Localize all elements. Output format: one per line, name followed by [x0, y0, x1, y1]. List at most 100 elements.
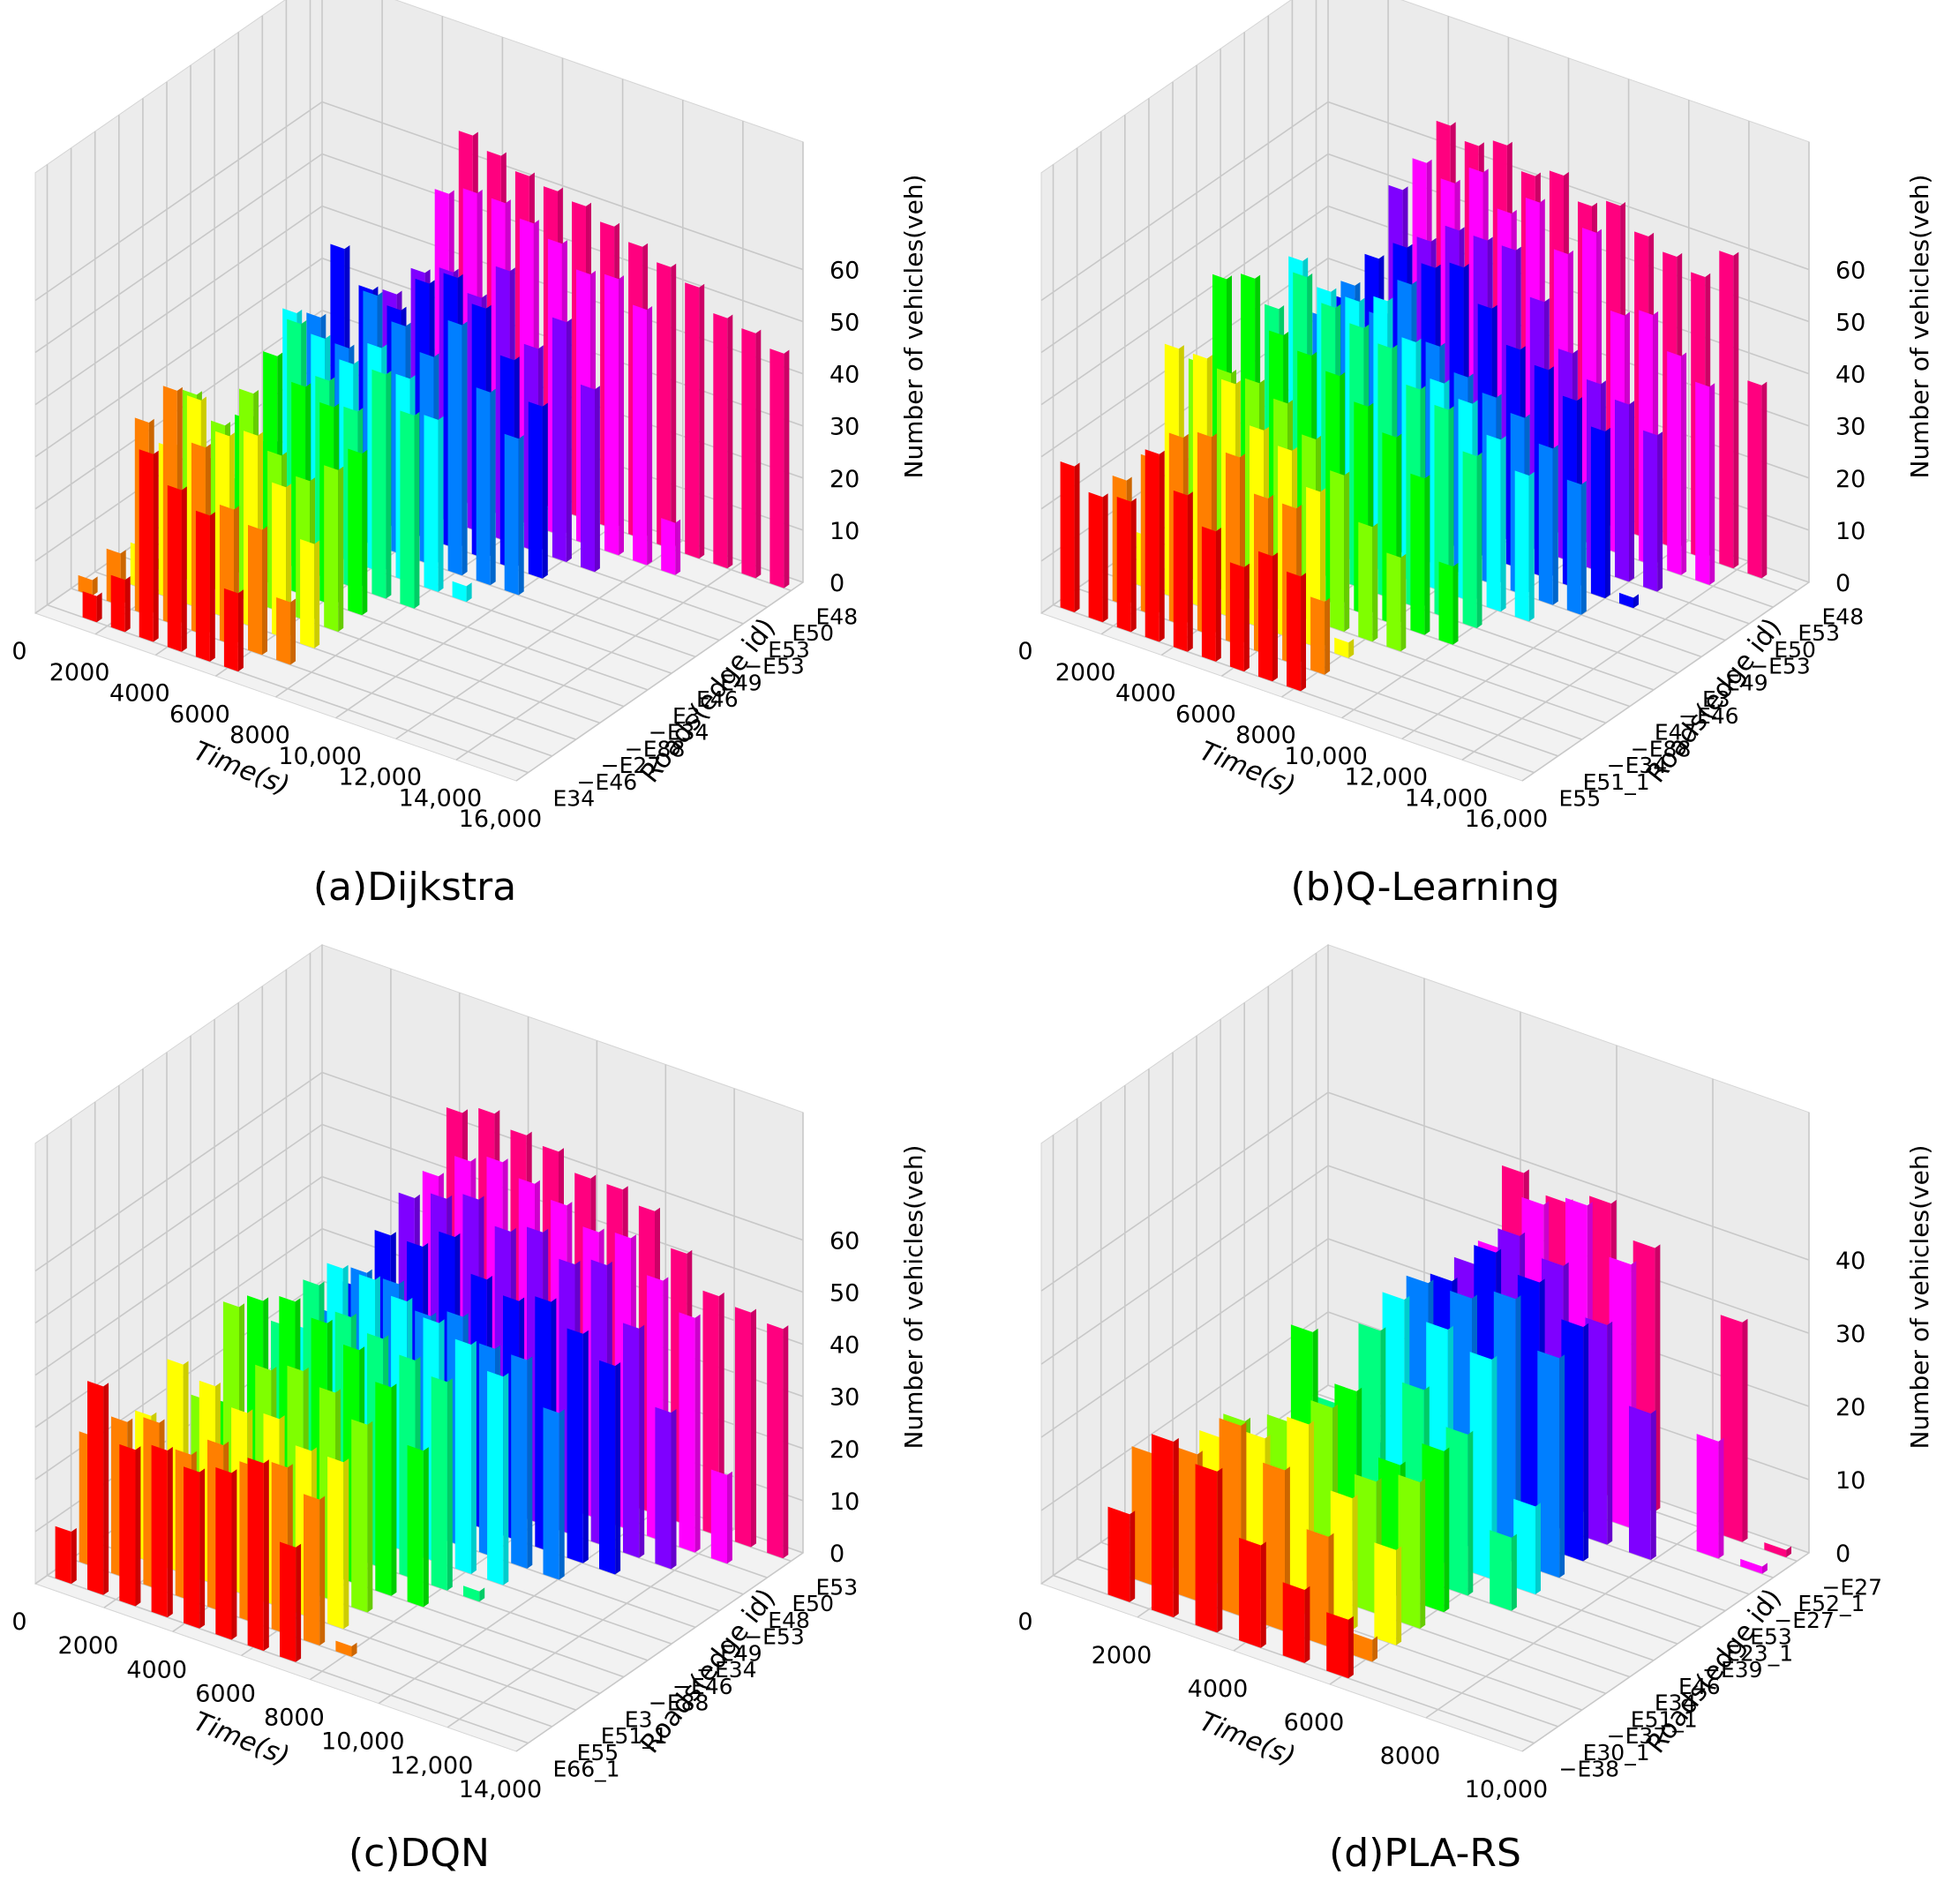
- bar-front-face: [335, 1640, 352, 1657]
- bar-front-face: [623, 1323, 640, 1558]
- bar-side-face: [1187, 491, 1193, 652]
- y-tick-label: −E46: [577, 769, 638, 795]
- bar-side-face: [1173, 1437, 1179, 1618]
- bar-11-14: [710, 1469, 732, 1564]
- bar-side-face: [319, 1495, 326, 1645]
- y-tick-label: E3: [1702, 686, 1730, 712]
- x-tick-label: 4000: [126, 1656, 187, 1683]
- z-tick-label: 40: [1835, 362, 1865, 389]
- bar-side-face: [1102, 493, 1108, 623]
- x-tick-label: 16,000: [1465, 806, 1548, 833]
- bar-front-face: [661, 518, 676, 575]
- bar-front-face: [300, 539, 315, 648]
- bar-front-face: [1287, 1416, 1309, 1615]
- z-tick-label: 0: [1835, 570, 1850, 597]
- z-tick-label: 60: [1835, 258, 1865, 285]
- chart-panel-1: 0 200040006000800010,00012,00014,00016,00…: [11, 0, 928, 910]
- bar-5-8: [348, 448, 368, 616]
- bar-side-face: [490, 388, 496, 586]
- bar-side-face: [1511, 1533, 1517, 1611]
- bar-side-face: [582, 1330, 589, 1563]
- bar-11-15: [1695, 381, 1715, 585]
- bar-side-face: [71, 1527, 77, 1585]
- y-tick-label: E53: [768, 637, 810, 663]
- bar-7-8: [1513, 1498, 1541, 1594]
- y-tick-label: −E34: [1607, 753, 1668, 778]
- x-tick-label: 12,000: [339, 764, 422, 791]
- z-gridline: [1040, 101, 1810, 302]
- bar-front-face: [1175, 1446, 1197, 1601]
- bar-8-9: [447, 319, 468, 576]
- bar-1-3: [110, 574, 131, 633]
- bar-front-face: [463, 1585, 480, 1602]
- bar-1-4: [1195, 1464, 1223, 1633]
- y-tick-label: −E88: [625, 736, 686, 761]
- bar-1-5: [1239, 1537, 1266, 1648]
- bar-front-face: [351, 1419, 368, 1613]
- bar-7-12: [1514, 470, 1535, 622]
- bar-10-12: [623, 1323, 645, 1558]
- bar-4-8: [351, 1419, 373, 1613]
- bar-side-face: [231, 1469, 237, 1640]
- bar-12-14: [685, 282, 705, 559]
- bar-front-face: [1740, 1558, 1762, 1574]
- bar-front-face: [82, 591, 97, 623]
- bar-side-face: [527, 1356, 533, 1569]
- bar-front-face: [1566, 479, 1581, 615]
- bar-side-face: [1500, 436, 1506, 612]
- bar-9-12: [599, 1360, 621, 1575]
- bar-side-face: [1528, 471, 1535, 622]
- bar-front-face: [1374, 1542, 1397, 1645]
- z-tick-label: 40: [829, 1332, 859, 1360]
- y-tick-label: E51_1: [1631, 1706, 1698, 1732]
- bar-front-face: [1629, 1406, 1651, 1560]
- bar-front-face: [581, 384, 595, 573]
- bar-side-face: [1260, 1541, 1266, 1648]
- bar-12-15: [767, 1323, 789, 1559]
- bar-4-8: [1330, 470, 1350, 632]
- bar-1-4: [139, 449, 159, 642]
- z-tick-label: 30: [829, 414, 859, 441]
- bar-9-14: [1619, 592, 1639, 609]
- bar-front-face: [1513, 1498, 1535, 1594]
- bar-front-face: [713, 313, 728, 569]
- bar-front-face: [679, 1312, 695, 1553]
- bar-9-8: [1561, 1319, 1589, 1562]
- bar-side-face: [1243, 563, 1250, 672]
- bar-side-face: [671, 263, 677, 549]
- bar-side-face: [1535, 1503, 1541, 1594]
- bar-side-face: [462, 321, 468, 576]
- z-tick-label: 30: [829, 1384, 859, 1412]
- z-tick-label: 10: [1835, 518, 1865, 545]
- bar-11-14: [1667, 351, 1687, 575]
- bar-front-face: [119, 1443, 136, 1607]
- y-tick-label: E50: [792, 1591, 834, 1616]
- bar-front-face: [710, 1469, 727, 1564]
- z-tick-label: 0: [829, 570, 844, 597]
- y-tick-label: E53: [816, 1574, 859, 1600]
- bar-front-face: [769, 349, 784, 588]
- bar-1-7: [247, 1458, 269, 1652]
- bar-front-face: [248, 524, 262, 656]
- bar-front-face: [1229, 562, 1244, 672]
- bar-1-6: [1282, 1582, 1310, 1663]
- bar-side-face: [96, 592, 102, 623]
- bar-side-face: [167, 1446, 173, 1618]
- bar-1-3: [1152, 1434, 1179, 1618]
- bar-6-7: [1445, 1427, 1474, 1596]
- z-tick-label: 50: [1835, 310, 1865, 337]
- bar-side-face: [263, 1459, 269, 1652]
- bar-side-face: [727, 1471, 732, 1564]
- bar-7-10: [487, 1370, 509, 1585]
- bar-side-face: [290, 598, 296, 665]
- bar-front-face: [324, 465, 339, 632]
- bar-10-13: [1615, 399, 1634, 582]
- bar-front-face: [734, 1307, 751, 1548]
- bar-11-13: [679, 1312, 701, 1553]
- bar-2-8: [276, 597, 296, 665]
- bar-front-face: [280, 1541, 296, 1662]
- bar-front-face: [1609, 1256, 1632, 1528]
- y-tick-label: −E46: [1678, 703, 1739, 729]
- bar-front-face: [327, 1456, 344, 1630]
- y-tick-label: −E53: [1750, 654, 1811, 679]
